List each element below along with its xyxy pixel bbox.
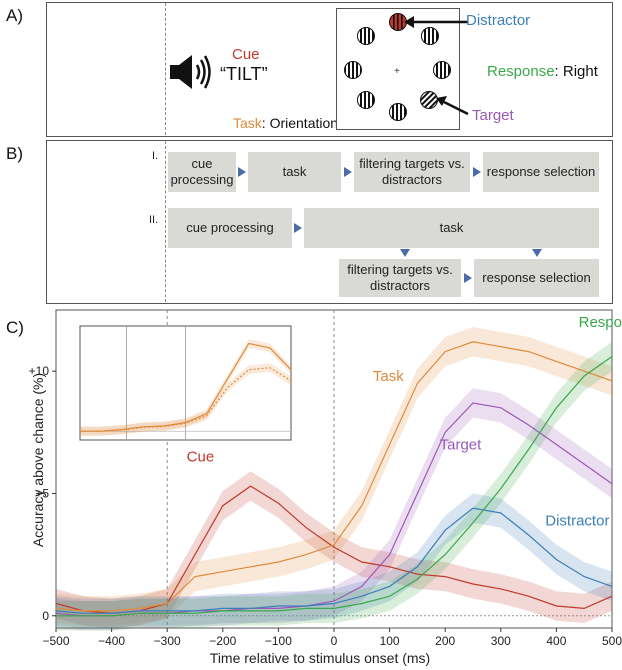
row2-arrow-1 <box>294 223 302 233</box>
row2-arrow-2 <box>464 273 472 283</box>
response-word: Response <box>487 63 555 80</box>
row1-arrow-3 <box>473 167 481 177</box>
x-tick-label: −500 <box>42 634 69 648</box>
speaker-icon <box>170 55 211 89</box>
fixation-cross: + <box>394 66 400 77</box>
ci-band-cue <box>56 471 612 628</box>
series-label-target: Target <box>440 436 483 453</box>
row2-numeral: II. <box>149 214 159 226</box>
row2-response-selection: response selection <box>474 259 599 297</box>
panel-a-box <box>46 2 613 137</box>
response-value: : Right <box>554 63 598 80</box>
x-tick-label: −100 <box>265 634 292 648</box>
x-tick-label: −200 <box>209 634 236 648</box>
row2-cue-processing: cue processing <box>168 208 292 248</box>
row2-task: task <box>304 208 599 248</box>
x-tick-label: 0 <box>331 634 338 648</box>
y-axis-label: Accuracy above chance (%) <box>30 372 46 548</box>
row1-cue-processing: cue processing <box>168 152 236 192</box>
grating-stimulus-icon <box>344 13 451 121</box>
inset-line <box>80 367 292 432</box>
x-tick-label: 300 <box>491 634 511 648</box>
row2-arrow-down-2 <box>532 249 542 257</box>
panel-b-label: B) <box>6 144 23 163</box>
row1-arrow-1 <box>238 167 246 177</box>
ci-band-response <box>56 341 612 631</box>
row1-task: task <box>248 152 341 192</box>
x-axis-label: Time relative to stimulus onset (ms) <box>209 650 431 666</box>
series-line-task <box>55 341 613 612</box>
task-word: Task <box>233 115 262 131</box>
cue-value: “TILT” <box>220 64 268 84</box>
y-tick-label: +10 <box>29 364 50 378</box>
y-tick-label: +5 <box>35 486 49 500</box>
y-tick-label: 0 <box>42 609 49 623</box>
series-label-task: Task <box>373 368 404 385</box>
inset-line <box>80 342 292 432</box>
x-tick-label: 100 <box>380 634 400 648</box>
panel-a-label: A) <box>6 6 23 25</box>
row2-filtering: filtering targets vs. distractors <box>339 259 461 297</box>
stimulus-display: + <box>336 8 460 130</box>
ci-band-task <box>56 327 612 626</box>
row1-arrow-2 <box>344 167 352 177</box>
cue-word: Cue <box>232 46 260 63</box>
series-line-distractor <box>55 507 613 614</box>
row1-filtering: filtering targets vs. distractors <box>354 152 470 192</box>
series-label-response: Response <box>579 314 622 331</box>
x-tick-label: 500 <box>602 634 622 648</box>
series-line-cue <box>55 485 613 614</box>
response-line: Response: Right <box>487 63 598 80</box>
series-line-response <box>56 356 613 617</box>
series-label-distractor: Distractor <box>545 512 609 529</box>
row1-response-selection: response selection <box>483 152 599 192</box>
annotation-arrows <box>404 16 469 116</box>
row2-arrow-down-1 <box>400 249 410 257</box>
distractor-label: Distractor <box>466 12 531 29</box>
panel-c-label: C) <box>6 318 24 337</box>
panel-b-line-300 <box>165 141 166 302</box>
x-tick-label: 400 <box>546 634 566 648</box>
series-label-cue: Cue <box>187 449 215 466</box>
panel-a-onset-line <box>165 3 166 135</box>
x-tick-label: 200 <box>435 634 455 648</box>
task-value: : Orientation <box>261 115 339 131</box>
ci-band-target <box>56 388 612 631</box>
row1-numeral: I. <box>152 150 159 162</box>
inset-band <box>80 339 291 436</box>
task-line: Task: Orientation <box>233 115 338 131</box>
inset-band <box>80 363 291 436</box>
x-tick-label: −400 <box>98 634 125 648</box>
target-label: Target <box>472 107 514 124</box>
x-tick-label: −300 <box>154 634 181 648</box>
